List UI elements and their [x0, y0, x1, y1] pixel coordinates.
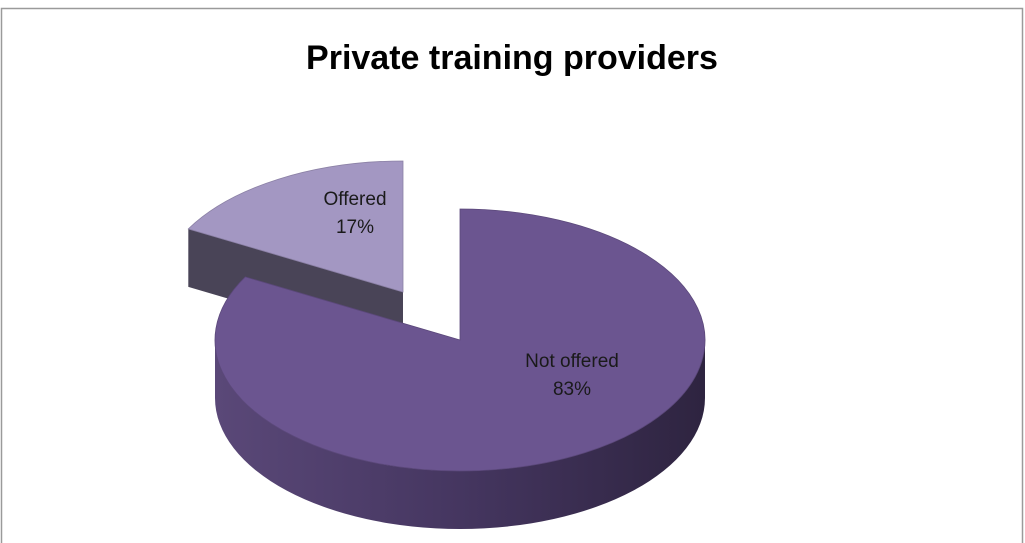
- slice-value-label: 17%: [336, 217, 374, 238]
- slice-label: Offered: [323, 189, 386, 210]
- slice-label: Not offered: [525, 351, 619, 372]
- slice-value-label: 83%: [553, 379, 591, 400]
- slice: [214, 208, 706, 472]
- slice: [187, 160, 404, 293]
- chart-title: Private training providers: [306, 39, 718, 77]
- slice-rim: [215, 340, 705, 529]
